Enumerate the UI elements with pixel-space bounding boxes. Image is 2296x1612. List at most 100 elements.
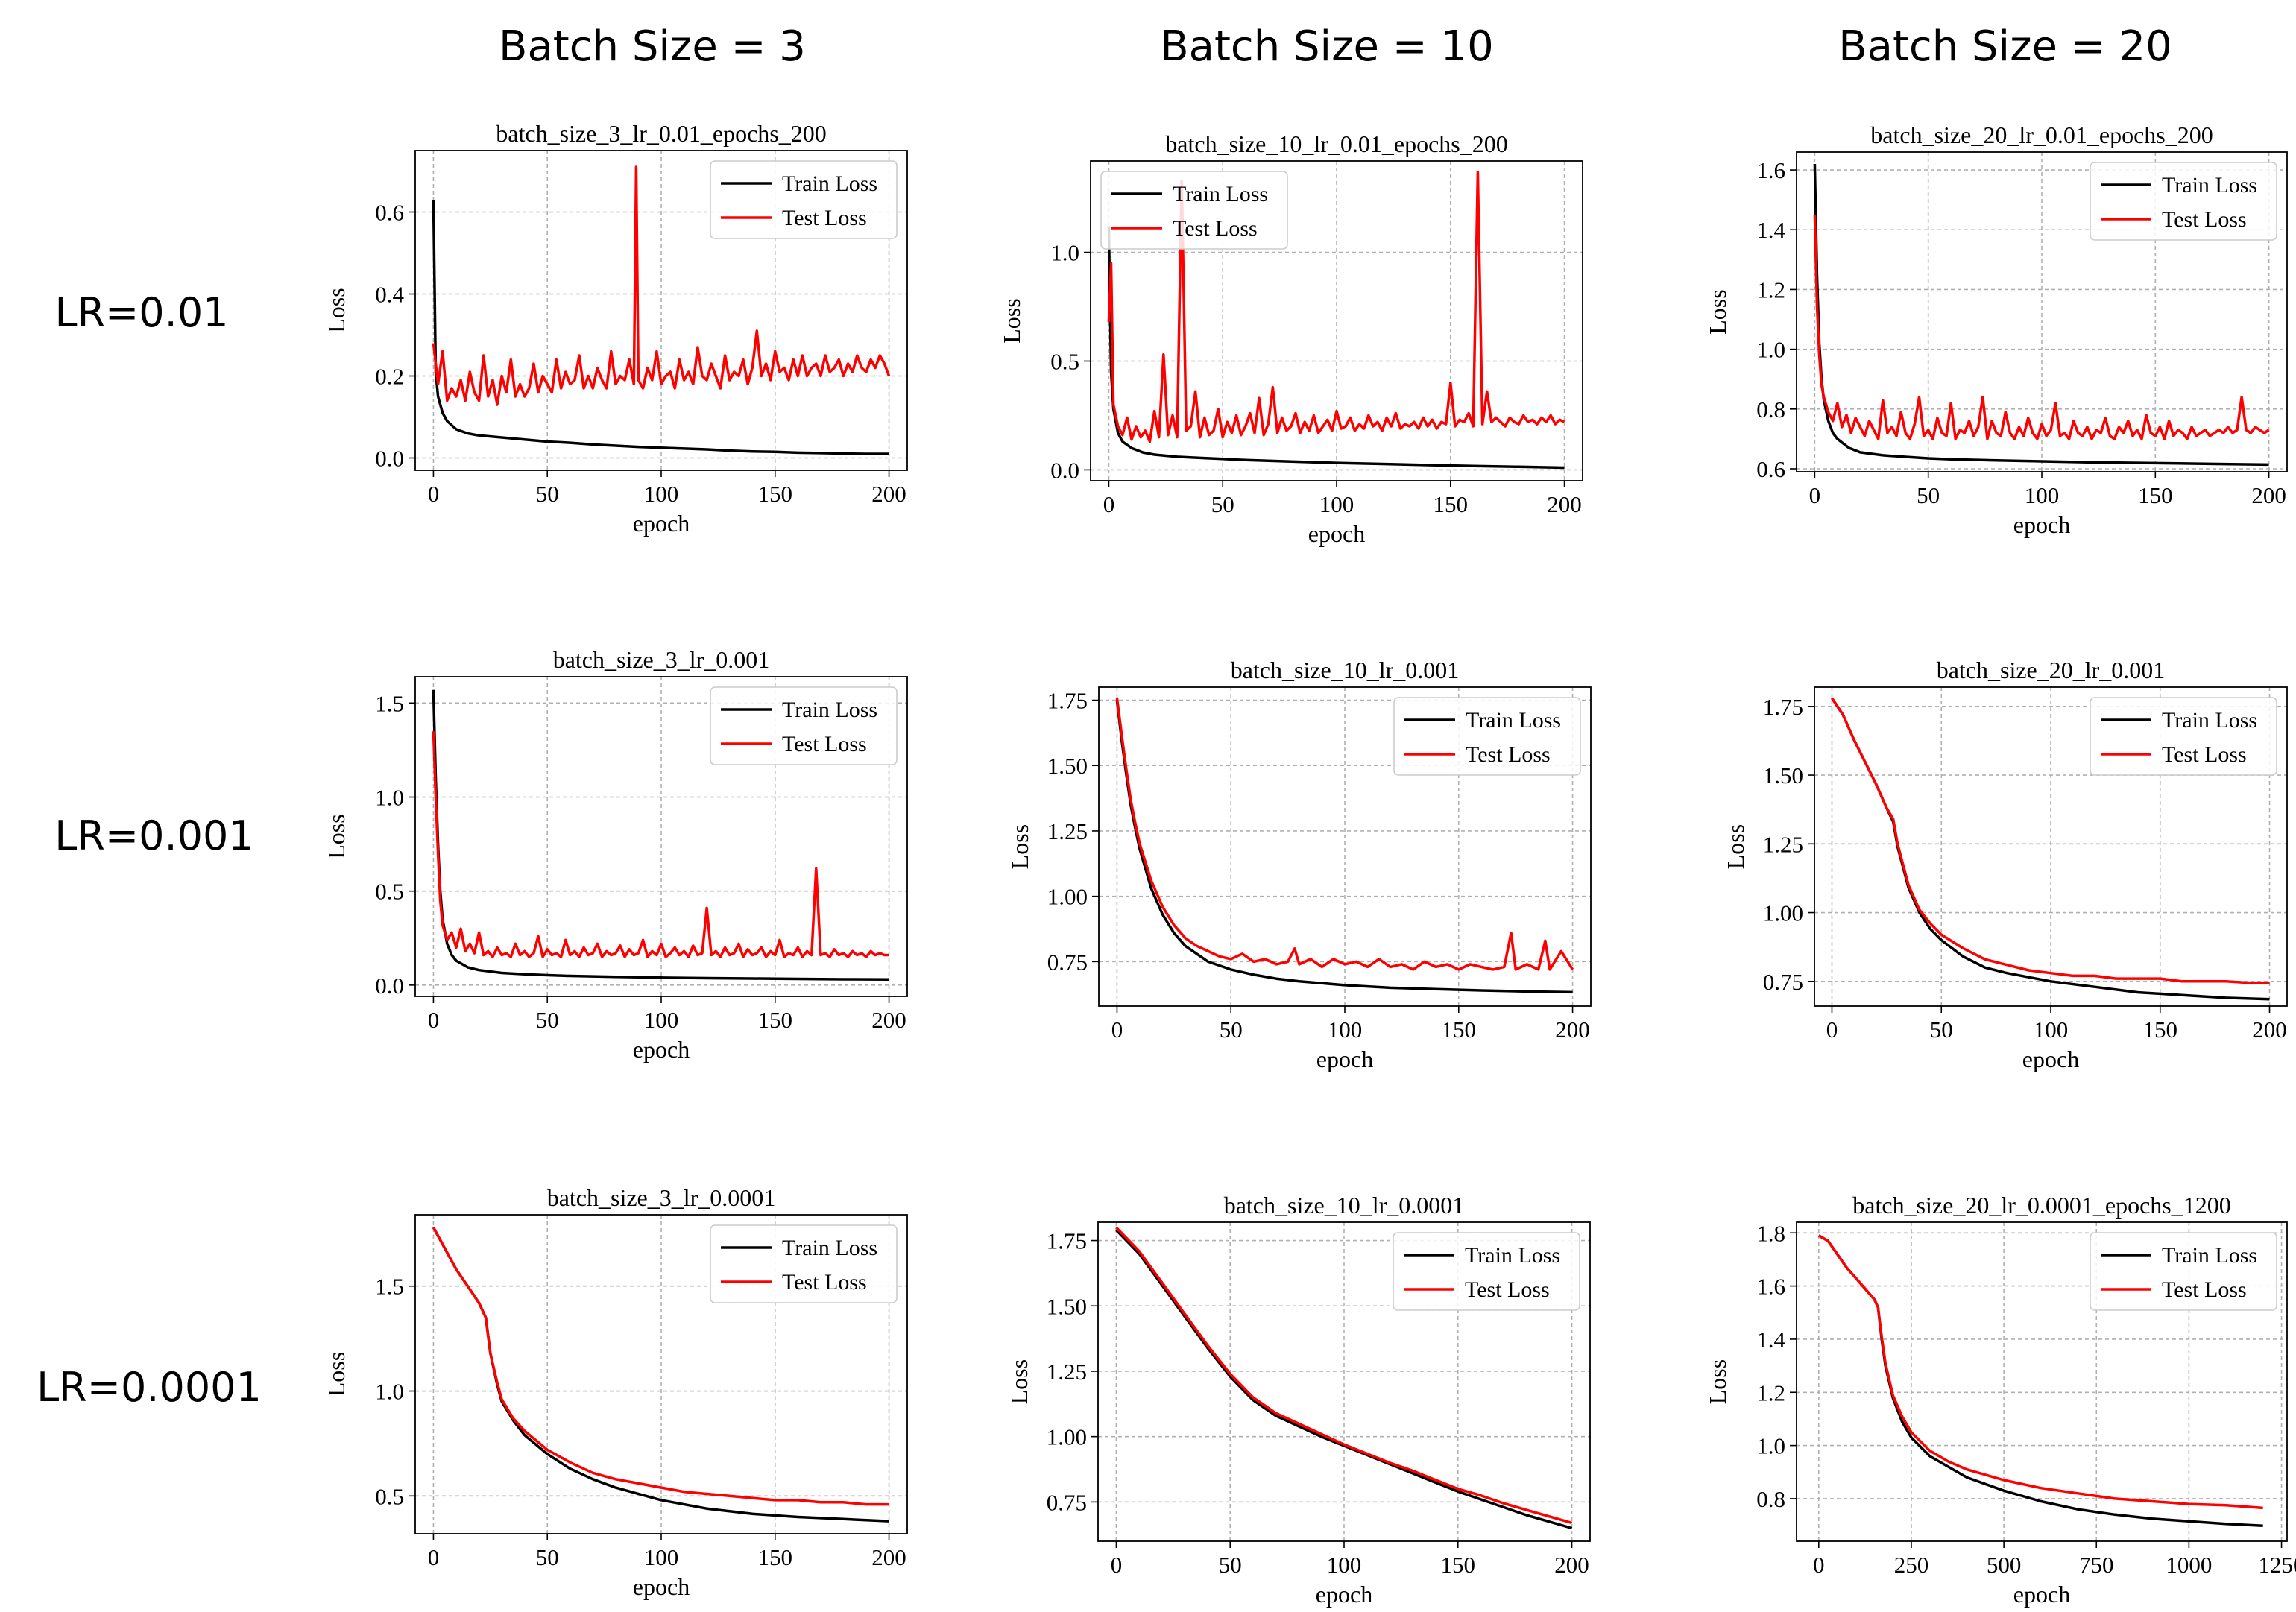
legend-label: Test Loss [2162,742,2247,767]
x-tick-label: 0 [428,1544,440,1570]
y-tick-label: 1.2 [1756,1379,1785,1406]
legend-label: Test Loss [2162,207,2247,232]
series-line-train-loss [1107,226,1565,470]
y-tick-label: 0.8 [1756,396,1785,423]
x-tick-label: 500 [1987,1552,2022,1578]
y-axis-label: Loss [1704,289,1731,334]
y-tick-label: 1.0 [1050,240,1079,266]
chart-title: batch_size_10_lr_0.0001 [1224,1192,1465,1219]
legend-label: Train Loss [782,171,877,196]
legend-box [2090,162,2277,241]
legend-box [1393,697,1581,776]
x-axis-label: epoch [1308,520,1365,547]
x-tick-label: 50 [1917,482,1940,508]
legend-label: Train Loss [782,1236,877,1260]
legend-label: Train Loss [2162,1243,2257,1268]
chart-title: batch_size_3_lr_0.001 [553,646,770,673]
legend-label: Train Loss [782,698,877,722]
x-axis-label: epoch [633,510,690,537]
chart-6: batch_size_20_lr_0.001 0 50 100 150 200 0.75 1.… [1722,657,2288,1072]
chart-2: batch_size_10_lr_0.01_epochs_200 0 50 100 15… [998,130,1583,547]
legend-label: Test Loss [1465,1277,1550,1302]
y-tick-label: 1.8 [1756,1220,1785,1246]
legend-label: Train Loss [2162,708,2257,733]
x-tick-label: 200 [1547,491,1582,517]
column-header-batch-20: Batch Size = 20 [1838,22,2172,71]
y-axis-label: Loss [323,288,350,332]
x-tick-label: 0 [1111,1552,1123,1578]
y-tick-label: 1.5 [375,690,404,716]
y-tick-label: 1.6 [1756,157,1785,183]
chart-8: batch_size_10_lr_0.0001 0 50 100 150 200 0.75 1… [1006,1192,1591,1608]
x-tick-label: 100 [1327,1552,1362,1578]
series-line-test-loss [1831,697,2270,984]
legend-box [2090,1232,2277,1311]
row-header-lr-0.001: LR=0.001 [54,812,254,859]
y-tick-label: 0.4 [375,282,404,308]
chart-1: batch_size_3_lr_0.01_epochs_200 0 50 100 150… [323,120,908,537]
chart-title: batch_size_20_lr_0.001 [1937,657,2166,683]
legend: Train Loss Test Loss [1100,171,1288,250]
legend-label: Train Loss [1466,708,1561,733]
series-line-train-loss [432,199,889,455]
legend: Train Loss Test Loss [2090,162,2277,241]
y-axis-label: Loss [1006,1359,1032,1404]
x-tick-label: 0 [1813,1552,1825,1578]
x-tick-label: 100 [1319,491,1354,517]
x-axis-label: epoch [1316,1046,1373,1072]
x-tick-label: 200 [2252,1017,2287,1043]
column-header-batch-10: Batch Size = 10 [1160,22,1494,71]
series-line-test-loss [1115,697,1574,971]
y-tick-label: 1.2 [1756,276,1785,303]
y-tick-label: 1.0 [1756,337,1785,363]
chart-3: batch_size_20_lr_0.01_epochs_200 0 50 100 15… [1704,121,2288,538]
legend: Train Loss Test Loss [710,686,898,765]
x-axis-label: epoch [2013,511,2070,538]
y-tick-label: 1.75 [1047,688,1088,714]
series-line-test-loss [1817,1234,2263,1510]
row-header-lr-0.0001: LR=0.0001 [37,1364,262,1411]
x-tick-label: 200 [2251,482,2286,508]
y-tick-label: 1.25 [1763,831,1803,857]
y-tick-label: 0.2 [375,364,404,390]
y-tick-label: 0.5 [375,1483,404,1509]
chart-5: batch_size_10_lr_0.001 0 50 100 150 200 0.75 1.… [1006,657,1592,1072]
legend-box [710,686,898,765]
y-tick-label: 0.6 [375,200,404,226]
series-line-test-loss [432,165,891,406]
legend-label: Test Loss [782,206,867,230]
legend: Train Loss Test Loss [1393,1232,1580,1311]
x-tick-label: 50 [536,1544,559,1570]
legend-label: Test Loss [782,732,867,756]
y-tick-label: 0.75 [1763,969,1803,995]
y-tick-label: 1.0 [1756,1433,1785,1459]
x-tick-label: 150 [758,1544,793,1570]
y-tick-label: 0.0 [1050,457,1079,483]
y-tick-label: 0.6 [1756,456,1785,482]
x-tick-label: 200 [1554,1552,1589,1578]
series-line-test-loss [432,731,889,958]
legend: Train Loss Test Loss [710,160,898,239]
x-tick-label: 150 [2138,482,2173,508]
y-tick-label: 1.00 [1047,1424,1087,1450]
legend: Train Loss Test Loss [2090,1232,2277,1311]
y-tick-label: 1.75 [1763,694,1803,720]
x-tick-label: 150 [758,481,793,507]
x-tick-label: 200 [1555,1017,1590,1043]
x-tick-label: 50 [536,1007,559,1033]
chart-4: batch_size_3_lr_0.001 0 50 100 150 200 0.0 0.5 1… [323,646,908,1063]
x-axis-label: epoch [2022,1046,2079,1072]
legend: Train Loss Test Loss [1393,697,1581,776]
x-tick-label: 200 [871,1007,906,1033]
x-tick-label: 50 [1930,1017,1953,1043]
x-tick-label: 150 [758,1007,793,1033]
x-tick-label: 100 [644,1007,679,1033]
legend-label: Test Loss [1466,742,1551,767]
x-tick-label: 50 [536,481,559,507]
legend-box [1393,1232,1580,1311]
x-tick-label: 0 [1103,491,1115,517]
chart-title: batch_size_3_lr_0.0001 [547,1184,776,1211]
x-tick-label: 200 [871,481,906,507]
chart-7: batch_size_3_lr_0.0001 0 50 100 150 200 0.5 1.0… [323,1184,908,1600]
